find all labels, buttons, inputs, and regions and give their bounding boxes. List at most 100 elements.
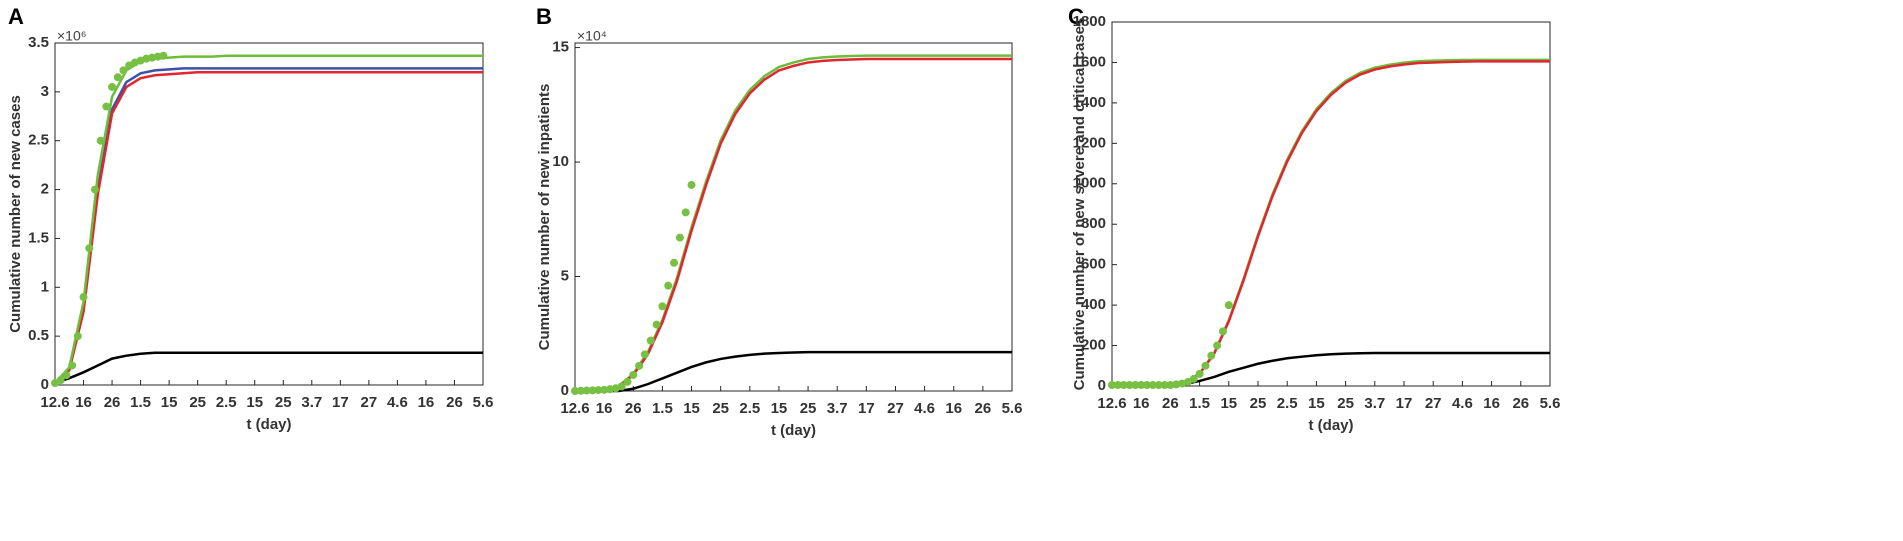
y-tick-label: 600 — [1081, 256, 1106, 273]
y-tick-label: 0 — [41, 376, 49, 393]
data-point — [1108, 380, 1116, 389]
data-point — [1172, 380, 1181, 389]
data-point — [1160, 380, 1169, 389]
x-axis-label: t (day) — [1309, 417, 1354, 434]
x-tick-label: 15 — [246, 394, 263, 411]
y-tick-label: 1000 — [1073, 175, 1106, 192]
x-tick-label: 16 — [418, 394, 435, 411]
x-tick-label: 2.5 — [216, 394, 237, 411]
x-tick-label: 26 — [104, 394, 121, 411]
x-axis-label: t (day) — [771, 422, 816, 439]
data-point — [664, 281, 673, 290]
y-tick-label: 1 — [41, 278, 49, 295]
x-tick-label: 16 — [945, 400, 962, 417]
y-tick-label: 2.5 — [28, 132, 49, 149]
data-point — [617, 382, 626, 391]
x-tick-label: 4.6 — [387, 394, 408, 411]
y-tick-label: 3.5 — [28, 34, 49, 51]
x-tick-label: 2.5 — [739, 400, 760, 417]
data-point — [588, 386, 597, 395]
x-tick-label: 1.5 — [130, 394, 151, 411]
data-point — [1154, 380, 1163, 389]
y-tick-label: 0 — [561, 382, 569, 399]
plot-area — [54, 42, 484, 386]
data-point — [1213, 341, 1222, 350]
x-tick-label: 1.5 — [652, 400, 673, 417]
data-point — [640, 350, 649, 359]
y-axis-label: Cumulative number of new severe and crit… — [1071, 18, 1088, 391]
data-point — [1137, 380, 1146, 389]
y-multiplier: ×10⁴ — [577, 28, 607, 44]
x-tick-label: 12.6 — [560, 400, 589, 417]
panel-label: B — [536, 4, 552, 29]
panel-label: A — [8, 4, 24, 29]
data-point — [687, 180, 696, 189]
x-tick-label: 25 — [189, 394, 206, 411]
y-tick-label: 15 — [552, 39, 569, 56]
y-axis-label: Cumulative number of new inpatients — [536, 84, 553, 351]
x-tick-label: 27 — [887, 400, 904, 417]
y-tick-label: 2 — [41, 181, 49, 198]
data-point — [571, 387, 579, 395]
y-tick-label: 5 — [561, 267, 569, 284]
plot-area — [574, 42, 1013, 392]
x-tick-label: 26 — [975, 400, 992, 417]
plot-area — [1111, 21, 1551, 387]
x-tick-label: 16 — [1133, 395, 1150, 412]
data-point — [1119, 380, 1128, 389]
data-point — [102, 102, 111, 111]
data-point — [582, 386, 591, 395]
data-point — [1125, 380, 1134, 389]
x-tick-label: 26 — [446, 394, 463, 411]
x-tick-label: 4.6 — [1452, 395, 1473, 412]
data-point — [56, 376, 65, 385]
data-point — [1113, 380, 1122, 389]
data-point — [113, 73, 122, 82]
x-tick-label: 17 — [1396, 395, 1413, 412]
y-tick-label: 0 — [1098, 377, 1106, 394]
x-tick-label: 3.7 — [301, 394, 322, 411]
data-point — [159, 51, 168, 60]
x-tick-label: 1.5 — [1189, 395, 1210, 412]
data-point — [681, 208, 690, 217]
data-point — [1166, 380, 1175, 389]
data-point — [652, 320, 661, 329]
data-point — [675, 233, 684, 242]
x-tick-label: 15 — [1308, 395, 1325, 412]
data-point — [1195, 369, 1204, 378]
data-point — [1148, 380, 1157, 389]
data-point — [1218, 327, 1227, 336]
y-tick-label: 800 — [1081, 215, 1106, 232]
y-tick-label: 1800 — [1073, 13, 1106, 30]
data-point — [108, 82, 117, 91]
data-point — [1207, 351, 1216, 360]
x-tick-label: 26 — [1512, 395, 1529, 412]
x-tick-label: 15 — [771, 400, 788, 417]
data-point — [1201, 361, 1210, 370]
y-tick-label: 400 — [1081, 296, 1106, 313]
y-tick-label: 0.5 — [28, 327, 49, 344]
x-tick-label: 5.6 — [473, 394, 494, 411]
series-line — [54, 71, 483, 384]
data-point — [79, 293, 88, 302]
x-tick-label: 17 — [332, 394, 349, 411]
data-point — [600, 385, 609, 394]
y-tick-label: 1200 — [1073, 134, 1106, 151]
y-tick-label: 1600 — [1073, 53, 1106, 70]
x-tick-label: 16 — [1483, 395, 1500, 412]
y-axis-label: Cumulative number of new cases — [7, 95, 24, 333]
x-tick-label: 25 — [275, 394, 292, 411]
x-tick-label: 5.6 — [1002, 400, 1023, 417]
x-tick-label: 3.7 — [827, 400, 848, 417]
x-tick-label: 27 — [1425, 395, 1442, 412]
x-tick-label: 4.6 — [914, 400, 935, 417]
series-line — [575, 350, 1012, 393]
x-tick-label: 15 — [161, 394, 178, 411]
data-point — [623, 377, 632, 386]
y-multiplier: ×10⁶ — [57, 28, 87, 44]
x-tick-label: 17 — [858, 400, 875, 417]
data-point — [85, 244, 94, 253]
x-tick-label: 26 — [625, 400, 642, 417]
x-tick-label: 5.6 — [1540, 395, 1561, 412]
